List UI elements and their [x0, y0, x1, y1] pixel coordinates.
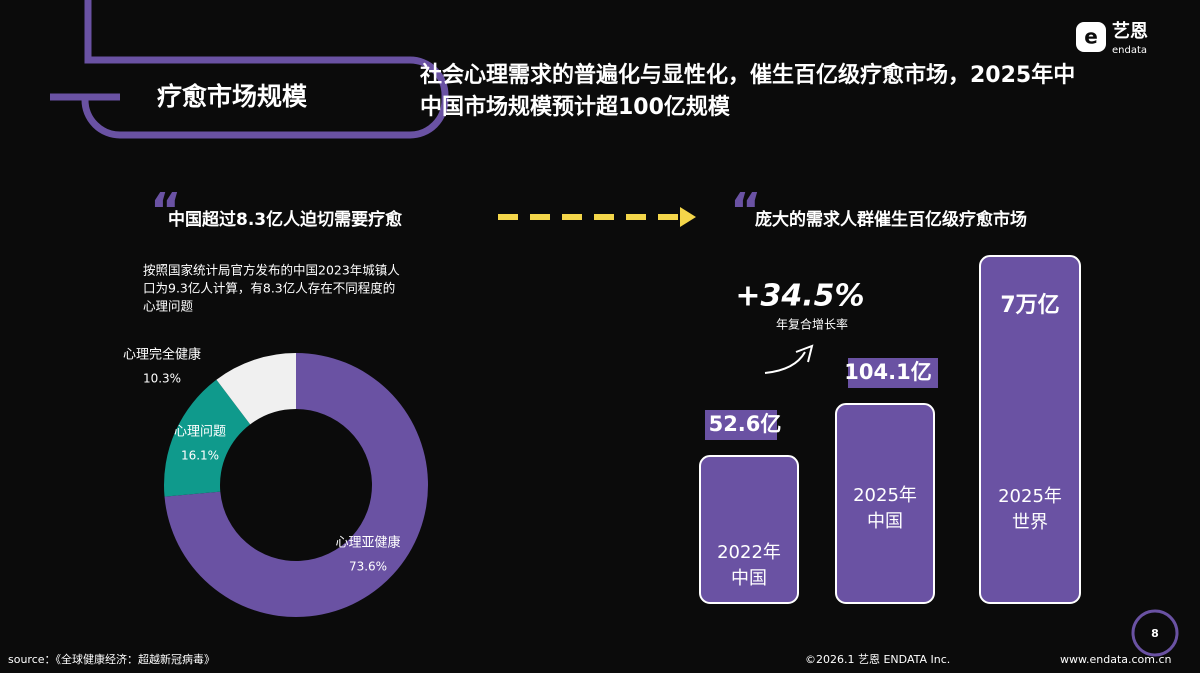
- slice-value: 16.1%: [181, 449, 219, 463]
- slice-label: 心理亚健康: [335, 535, 400, 551]
- note: 心理问题: [143, 299, 194, 314]
- market-label: 2022年: [717, 542, 781, 563]
- logo-icon: [1076, 22, 1106, 52]
- market-label: 世界: [1012, 512, 1048, 533]
- source: source：《全球健康经济：超越新冠病毒》: [8, 652, 215, 666]
- growth: +34.5%: [735, 279, 864, 314]
- logo-name: 艺恩: [1112, 20, 1148, 42]
- growth-arrow-head: [795, 344, 814, 363]
- growth-label: 年复合增长率: [776, 317, 848, 332]
- right-heading: 庞大的需求人群催生百亿级疗愈市场: [755, 209, 1027, 230]
- logo-sub: endata: [1112, 45, 1147, 56]
- slice-label: 心理完全健康: [123, 347, 201, 363]
- growth-arrow: [764, 351, 806, 374]
- slice: [164, 379, 251, 497]
- left-heading: 中国超过8.3亿人迫切需要疗愈: [168, 209, 403, 230]
- quote-mark: “: [150, 183, 182, 239]
- market-label: 2025年: [853, 485, 917, 506]
- market-label: 中国: [867, 511, 903, 532]
- header-box: [120, 72, 340, 124]
- market-label: 中国: [731, 568, 767, 589]
- copyright: ©2026.1 艺恩 ENDATA Inc.: [805, 653, 950, 666]
- note: 按照国家统计局官方发布的中国2023年城镇人: [143, 263, 400, 278]
- value-bg: [848, 358, 938, 388]
- page-number: 8: [1151, 627, 1159, 640]
- slice-label: 心理问题: [174, 425, 226, 440]
- slice: [216, 353, 296, 425]
- note: 口为9.3亿人计算，有8.3亿人存在不同程度的: [143, 281, 395, 296]
- page-badge: [1131, 609, 1179, 657]
- market-label: 2025年: [998, 486, 1062, 507]
- section-title: 疗愈市场规模: [157, 82, 308, 111]
- slice-value: 73.6%: [349, 560, 387, 574]
- market-box: [979, 255, 1081, 604]
- market-box: [835, 403, 935, 604]
- url: www.endata.com.cn: [1060, 653, 1172, 666]
- arrow-head: [680, 207, 696, 227]
- headline: 社会心理需求的普遍化与显性化，催生百亿级疗愈市场，2025年中: [420, 62, 1075, 88]
- value-bg: [705, 410, 777, 440]
- headline: 中国市场规模预计超100亿规模: [420, 94, 731, 120]
- market-value: 7万亿: [1000, 293, 1059, 318]
- market-value: 52.6亿: [709, 412, 782, 436]
- market-box: [699, 455, 799, 604]
- logo-glyph: e: [1084, 25, 1098, 49]
- quote-mark: “: [730, 183, 762, 239]
- market-value: 104.1亿: [844, 360, 931, 384]
- slice: [164, 353, 428, 617]
- slice-value: 10.3%: [143, 372, 181, 386]
